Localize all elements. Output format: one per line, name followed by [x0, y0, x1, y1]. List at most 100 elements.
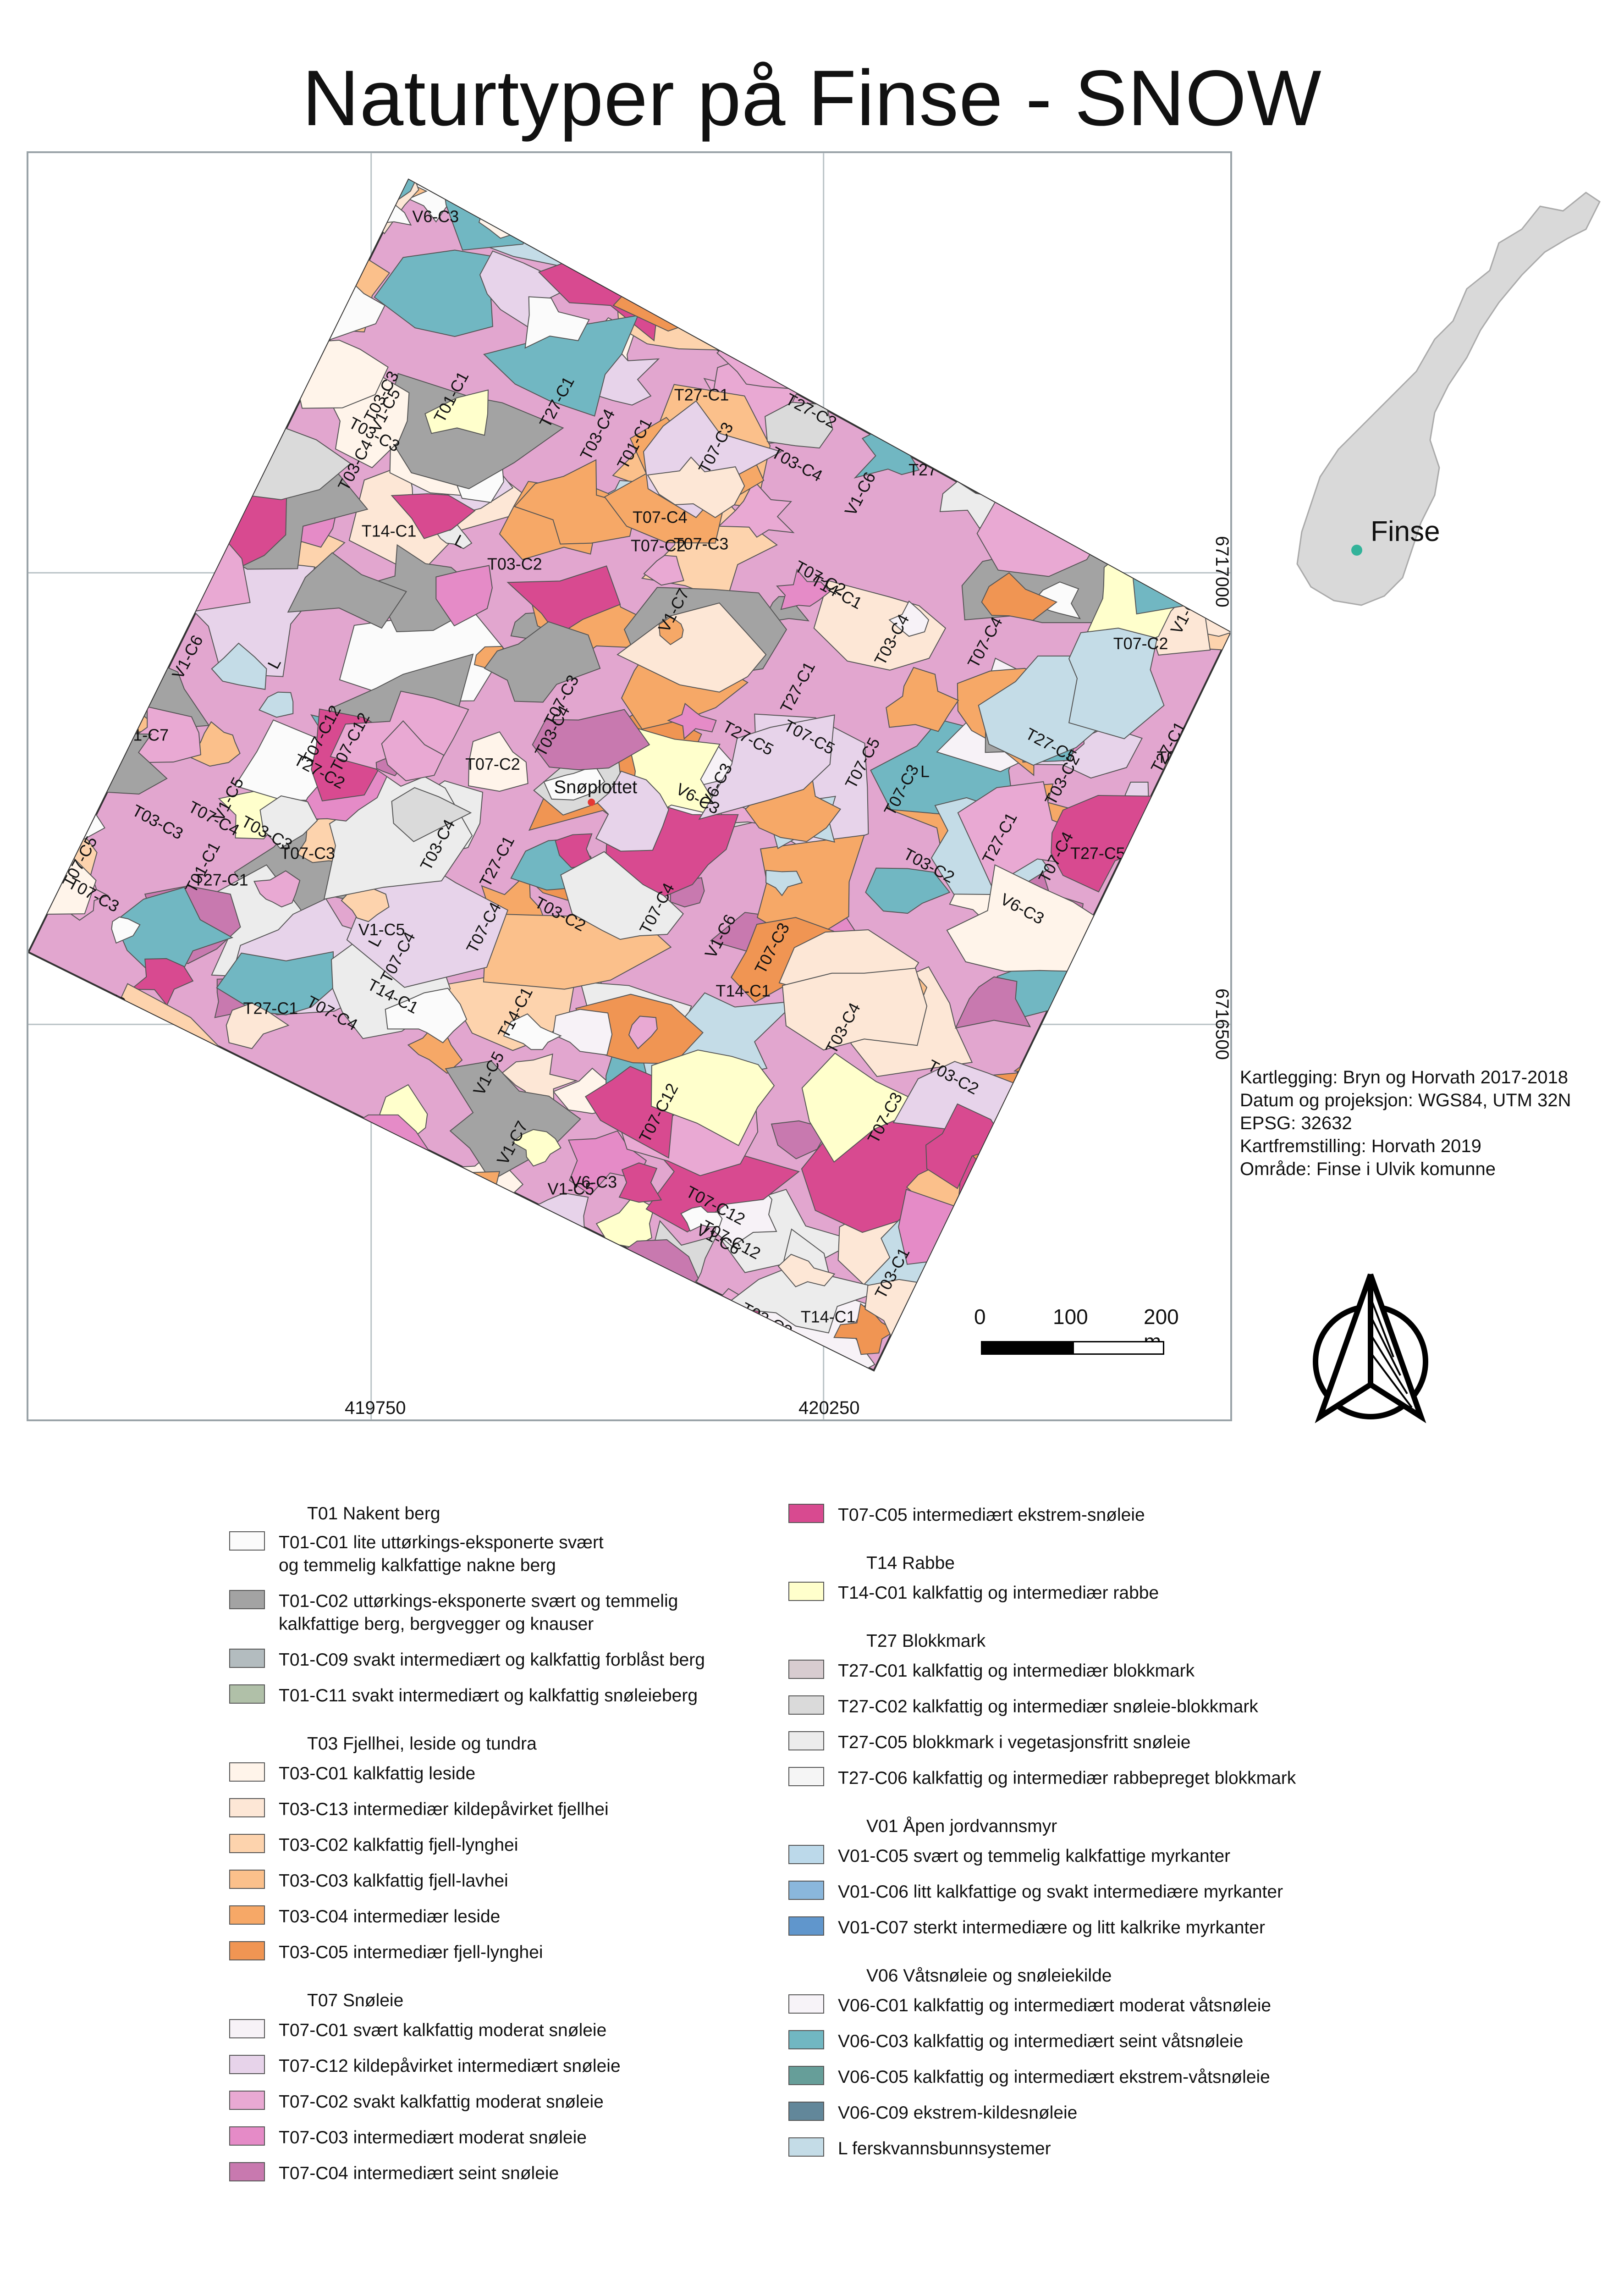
legend-swatch — [229, 1941, 265, 1960]
legend-item: V06-C01 kalkfattig og intermediært moder… — [788, 1994, 1271, 2017]
legend-swatch — [229, 2019, 265, 2038]
legend-label: T03-C01 kalkfattig leside — [279, 1764, 476, 1783]
unit-label: T27-C1 — [243, 999, 298, 1017]
habitat-patch — [31, 323, 138, 408]
habitat-patch — [205, 1117, 287, 1185]
legend-label: T14-C01 kalkfattig og intermediær rabbe — [838, 1583, 1159, 1603]
legend-label: T03-C05 intermediær fjell-lynghei — [279, 1943, 543, 1962]
unit-label: V6-C3 — [570, 1173, 617, 1191]
coord-y-bottom: 6716500 — [1212, 988, 1232, 1060]
habitat-patch — [270, 1331, 312, 1371]
habitat-patch — [260, 180, 370, 226]
legend-swatch — [229, 1649, 265, 1668]
legend-item: T03-C02 kalkfattig fjell-lynghei — [229, 1834, 518, 1857]
habitat-patch — [1002, 1269, 1129, 1371]
unit-label: T03-C1 — [1084, 1013, 1140, 1055]
habitat-patch — [667, 702, 717, 740]
legend-label: V01-C06 litt kalkfattige og svakt interm… — [838, 1882, 1283, 1902]
habitat-patch — [1088, 1173, 1123, 1203]
unit-label: T03-C1 — [599, 1247, 640, 1304]
habitat-patch — [560, 851, 684, 940]
habitat-patch — [28, 1075, 129, 1166]
habitat-patch — [503, 1013, 562, 1050]
habitat-patch — [1051, 795, 1162, 893]
unit-label: T14-C1 — [362, 522, 417, 541]
habitat-patch — [1093, 180, 1212, 254]
unit-label: T07-C3 — [1101, 1253, 1157, 1295]
habitat-patch — [219, 1340, 267, 1366]
coord-y-top: 6717000 — [1212, 536, 1232, 607]
habitat-patch — [34, 255, 149, 324]
habitat-patch — [420, 1168, 501, 1224]
habitat-patch — [1154, 1205, 1230, 1295]
legend-item: T14-C01 kalkfattig og intermediær rabbe — [788, 1582, 1159, 1605]
habitat-patch — [886, 667, 959, 732]
habitat-patch — [294, 1271, 366, 1336]
legend-item: L ferskvannsbunnsystemer — [788, 2137, 1051, 2160]
habitat-patch — [698, 714, 835, 820]
habitat-patch — [908, 1359, 956, 1371]
habitat-patch — [782, 967, 928, 1051]
unit-label: T07-C2 — [465, 755, 520, 773]
legend-heading: T03 Fjellhei, leside og tundra — [307, 1734, 537, 1754]
unit-label: T07-C12 — [1055, 399, 1120, 445]
habitat-patch — [69, 470, 129, 526]
unit-label: T03-C13 — [120, 522, 185, 568]
legend-swatch — [229, 2091, 265, 2110]
habitat-patch — [1099, 248, 1212, 370]
legend-label: T01-C02 uttørkings-eksponerte svært og t… — [279, 1591, 678, 1634]
legend-label: V06-C01 kalkfattig og intermediært moder… — [838, 1996, 1272, 2015]
habitat-patch — [28, 236, 133, 362]
legend-swatch — [788, 1731, 824, 1750]
habitat-patch — [131, 602, 182, 644]
habitat-patch — [70, 180, 153, 248]
vegetation-map[interactable]: T07-C4T07-C4V1-C6T03-C1T07-C3LV1-C6T14-C… — [28, 153, 1230, 1419]
habitat-patch — [143, 1127, 249, 1189]
habitat-patch — [628, 1016, 658, 1049]
legend-item: T01-C01 lite uttørkings-eksponerte svært… — [229, 1531, 604, 1577]
habitat-patch — [500, 180, 534, 210]
habitat-patch — [946, 864, 1118, 972]
legend-heading: T27 Blokkmark — [866, 1631, 986, 1651]
legend-label: L ferskvannsbunnsystemer — [838, 2139, 1051, 2158]
habitat-patch — [468, 731, 528, 792]
habitat-patch — [189, 358, 261, 394]
habitat-patch — [632, 180, 783, 235]
legend-swatch — [788, 1660, 824, 1679]
habitat-patch — [595, 770, 669, 852]
habitat-patch — [658, 616, 684, 646]
habitat-patch — [1075, 1068, 1124, 1109]
habitat-patch — [206, 293, 301, 354]
unit-label: L — [1102, 264, 1123, 281]
legend-label: T07-C03 intermediært moderat snøleie — [279, 2128, 587, 2147]
legend-item: T07-C04 intermediært seint snøleie — [229, 2162, 559, 2185]
legend-heading: T01 Nakent berg — [307, 1504, 440, 1523]
habitat-patch — [1054, 977, 1173, 1078]
legend-swatch — [229, 2162, 265, 2181]
habitat-patch — [57, 1367, 195, 1371]
unit-label: T07-C12 — [442, 1356, 506, 1374]
map-frame[interactable]: T07-C4 T07-C4 V1-C6 T03-C1 T07-C3 L V1-C6 T14-C… — [27, 151, 1232, 1421]
scale-label-0: 0 — [974, 1305, 986, 1329]
norway-outline — [1296, 192, 1601, 606]
habitat-patch — [28, 1178, 98, 1267]
unit-label: L — [736, 276, 757, 293]
unit-label: T03-C2 — [487, 555, 542, 573]
unit-label: T14-C1 — [801, 1308, 856, 1326]
habitat-patch — [462, 1264, 567, 1352]
habitat-patch — [28, 660, 135, 758]
habitat-patch — [1100, 1204, 1131, 1235]
habitat-patch — [67, 364, 152, 436]
habitat-patch — [831, 190, 966, 289]
legend-swatch — [229, 1870, 265, 1889]
habitat-patch — [305, 1105, 353, 1148]
legend-item: T03-C03 kalkfattig fjell-lavhei — [229, 1870, 508, 1893]
habitat-patch — [617, 602, 767, 693]
habitat-patch — [28, 306, 66, 343]
legend-swatch — [229, 1905, 265, 1925]
legend-right-column: T07-C05 intermediært ekstrem-snøleie T14 … — [788, 1504, 1338, 2237]
unit-label: T14-C1 — [716, 982, 771, 1000]
habitat-patch — [249, 1159, 403, 1271]
habitat-patch — [28, 412, 131, 513]
legend-label: T01-C11 svakt intermediært og kalkfattig… — [279, 1686, 698, 1706]
